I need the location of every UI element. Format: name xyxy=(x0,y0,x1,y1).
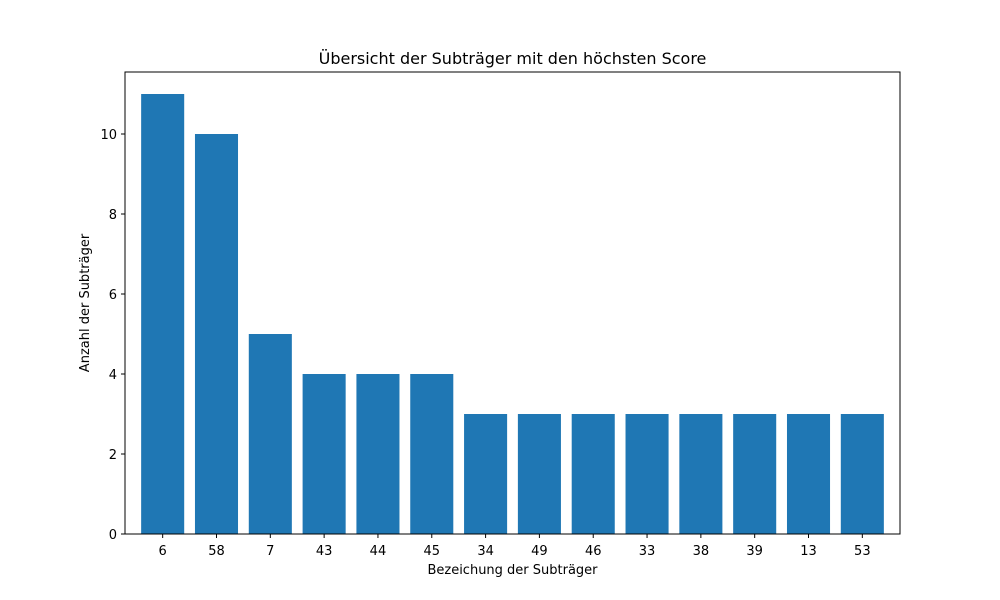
chart-title: Übersicht der Subträger mit den höchsten… xyxy=(319,49,707,68)
x-axis-label: Bezeichung der Subträger xyxy=(427,563,598,578)
x-tick-label-44: 44 xyxy=(370,544,387,559)
bar-44 xyxy=(356,374,400,534)
x-tick-label-39: 39 xyxy=(746,544,763,559)
bar-33 xyxy=(625,414,669,534)
y-tick-label-8: 8 xyxy=(109,208,117,223)
x-tick-label-43: 43 xyxy=(316,544,333,559)
bar-46 xyxy=(571,414,615,534)
x-tick-label-6: 6 xyxy=(159,544,167,559)
bar-13 xyxy=(786,414,831,534)
y-tick-label-10: 10 xyxy=(100,128,117,143)
bar-45 xyxy=(410,374,454,534)
bar-58 xyxy=(194,134,239,534)
bars-group xyxy=(141,94,884,534)
x-tick-label-34: 34 xyxy=(477,544,494,559)
bar-38 xyxy=(679,414,723,534)
x-axis-ticks: 6 58 7 43 44 45 34 49 46 33 38 39 13 53 xyxy=(159,534,871,559)
bar-6 xyxy=(141,94,185,534)
y-tick-label-6: 6 xyxy=(109,288,117,303)
bar-53 xyxy=(840,414,884,534)
x-tick-label-33: 33 xyxy=(639,544,656,559)
bar-49 xyxy=(517,414,561,534)
y-axis-label: Anzahl der Subträger xyxy=(78,233,93,372)
bar-39 xyxy=(733,414,777,534)
x-tick-label-7: 7 xyxy=(266,544,274,559)
x-tick-label-53: 53 xyxy=(854,544,871,559)
bar-34 xyxy=(464,414,508,534)
y-tick-label-4: 4 xyxy=(109,368,117,383)
x-tick-label-38: 38 xyxy=(693,544,710,559)
x-tick-label-46: 46 xyxy=(585,544,602,559)
y-tick-label-2: 2 xyxy=(109,448,117,463)
y-tick-label-0: 0 xyxy=(109,528,117,543)
bar-7 xyxy=(248,334,292,534)
x-tick-label-58: 58 xyxy=(208,544,225,559)
x-tick-label-45: 45 xyxy=(423,544,440,559)
y-axis-ticks: 0 2 4 6 8 10 xyxy=(100,128,125,543)
x-tick-label-13: 13 xyxy=(800,544,817,559)
x-tick-label-49: 49 xyxy=(531,544,548,559)
bar-43 xyxy=(302,374,346,534)
plot-frame xyxy=(124,71,901,535)
